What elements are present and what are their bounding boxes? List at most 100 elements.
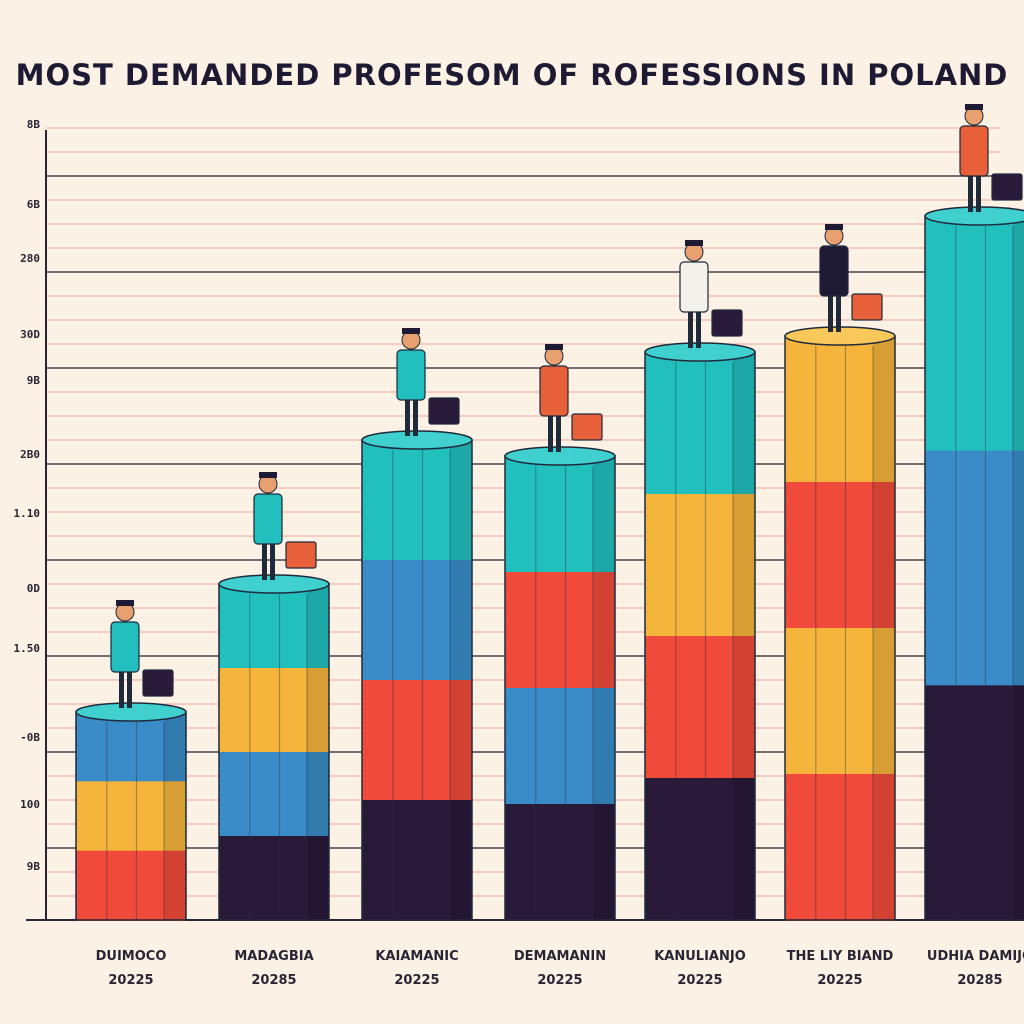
y-tick-label: 280 xyxy=(20,252,40,265)
bar-shade xyxy=(164,712,186,920)
bar-shade xyxy=(450,440,472,920)
figure-part xyxy=(571,413,603,441)
bar-segment xyxy=(219,836,329,921)
worker-figure-icon xyxy=(679,240,743,348)
x-tick-label: THE LIY BIAND xyxy=(787,949,894,964)
figure-part xyxy=(685,240,703,246)
figure-part xyxy=(428,397,460,425)
chart-title: MOST DEMANDED PROFESOM OF ROFESSIONS IN … xyxy=(15,58,1009,92)
bar-shade xyxy=(307,584,329,920)
figure-part xyxy=(828,292,833,332)
y-tick-label: 8B xyxy=(27,118,41,131)
bar xyxy=(504,446,616,921)
bar-segment xyxy=(785,482,895,629)
x-tick-label: DEMAMANIN xyxy=(514,949,606,964)
x-tick-year-label: 20225 xyxy=(817,973,862,988)
x-tick-year-label: 20285 xyxy=(957,973,1002,988)
y-tick-label: 1.50 xyxy=(14,642,41,655)
y-tick-label: 30D xyxy=(20,328,40,341)
x-tick-label: MADAGBIA xyxy=(234,949,313,964)
figure-part xyxy=(556,412,561,452)
figure-part xyxy=(711,309,743,337)
bar-shade xyxy=(733,352,755,920)
bar-segment xyxy=(785,336,895,483)
bar-segment xyxy=(925,450,1024,687)
x-tick-year-label: 20225 xyxy=(677,973,722,988)
y-tick-label: 9B xyxy=(27,374,41,387)
bar-shade xyxy=(1013,216,1024,920)
figure-part xyxy=(110,621,140,673)
figure-part xyxy=(413,396,418,436)
figure-part xyxy=(545,344,563,350)
figure-part xyxy=(991,173,1023,201)
figure-part xyxy=(539,365,569,417)
bar-segment xyxy=(645,778,755,921)
x-tick-year-label: 20285 xyxy=(251,973,296,988)
worker-figure-icon xyxy=(819,224,883,332)
bar xyxy=(218,574,330,921)
bar-segment xyxy=(362,440,472,561)
figure-part xyxy=(402,328,420,334)
figure-part xyxy=(142,669,174,697)
bar xyxy=(361,430,473,921)
figure-part xyxy=(968,172,973,212)
bar-segment xyxy=(925,216,1024,452)
worker-figure-icon xyxy=(396,328,460,436)
figure-part xyxy=(819,245,849,297)
bar-segment xyxy=(505,456,615,573)
y-tick-label: 2B0 xyxy=(20,448,40,461)
worker-figure-icon xyxy=(959,104,1023,212)
bar xyxy=(75,702,187,921)
x-tick-year-label: 20225 xyxy=(108,973,153,988)
figure-part xyxy=(959,125,989,177)
figure-part xyxy=(285,541,317,569)
bar-segment xyxy=(645,352,755,495)
bar-segment xyxy=(645,494,755,637)
figure-part xyxy=(825,224,843,230)
figure-part xyxy=(696,308,701,348)
bar xyxy=(924,206,1024,921)
x-tick-year-label: 20225 xyxy=(394,973,439,988)
figure-part xyxy=(270,540,275,580)
figure-part xyxy=(119,668,124,708)
x-tick-label: KAIAMANIC xyxy=(375,949,458,964)
figure-part xyxy=(836,292,841,332)
figure-part xyxy=(405,396,410,436)
bar-segment xyxy=(76,712,186,783)
bar-segment xyxy=(76,850,186,921)
bar-segment xyxy=(505,688,615,805)
bar xyxy=(784,326,896,921)
y-tick-label: 1.10 xyxy=(14,507,41,520)
bar-top xyxy=(924,206,1024,226)
figure-part xyxy=(253,493,283,545)
figure-part xyxy=(976,172,981,212)
bar-shade xyxy=(593,456,615,920)
figure-part xyxy=(259,472,277,478)
bar-segment xyxy=(362,560,472,681)
figure-part xyxy=(688,308,693,348)
x-tick-year-label: 20225 xyxy=(537,973,582,988)
worker-figure-icon xyxy=(253,472,317,580)
x-tick-label: KANULIANJO xyxy=(654,949,746,964)
y-tick-label: -0B xyxy=(20,731,40,744)
bar-shade xyxy=(873,336,895,920)
figure-part xyxy=(851,293,883,321)
bar-segment xyxy=(219,668,329,753)
figure-part xyxy=(679,261,709,313)
x-tick-label: DUIMOCO xyxy=(96,949,167,964)
bar-segment xyxy=(76,781,186,852)
x-tick-label: UDHIA DAMIJO xyxy=(927,949,1024,964)
bar-segment xyxy=(219,752,329,837)
y-tick-label: 0D xyxy=(27,582,41,595)
bar-segment xyxy=(362,800,472,921)
figure-part xyxy=(548,412,553,452)
bar-segment xyxy=(219,584,329,669)
figure-part xyxy=(116,600,134,606)
bar-segment xyxy=(645,636,755,779)
bar-segment xyxy=(505,804,615,921)
bar-segment xyxy=(925,685,1024,921)
bar-segment xyxy=(785,774,895,921)
bar-segment xyxy=(785,628,895,775)
bar-segment xyxy=(362,680,472,801)
